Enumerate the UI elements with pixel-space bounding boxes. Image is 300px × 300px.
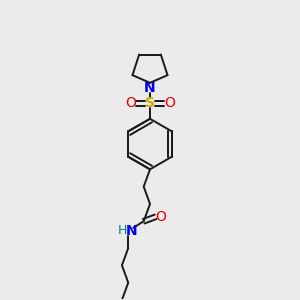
- Text: N: N: [126, 224, 138, 238]
- Text: H: H: [118, 224, 128, 237]
- Text: N: N: [144, 81, 156, 95]
- Text: O: O: [125, 96, 136, 110]
- Text: O: O: [164, 96, 175, 110]
- Text: S: S: [145, 96, 155, 110]
- Text: O: O: [155, 210, 167, 224]
